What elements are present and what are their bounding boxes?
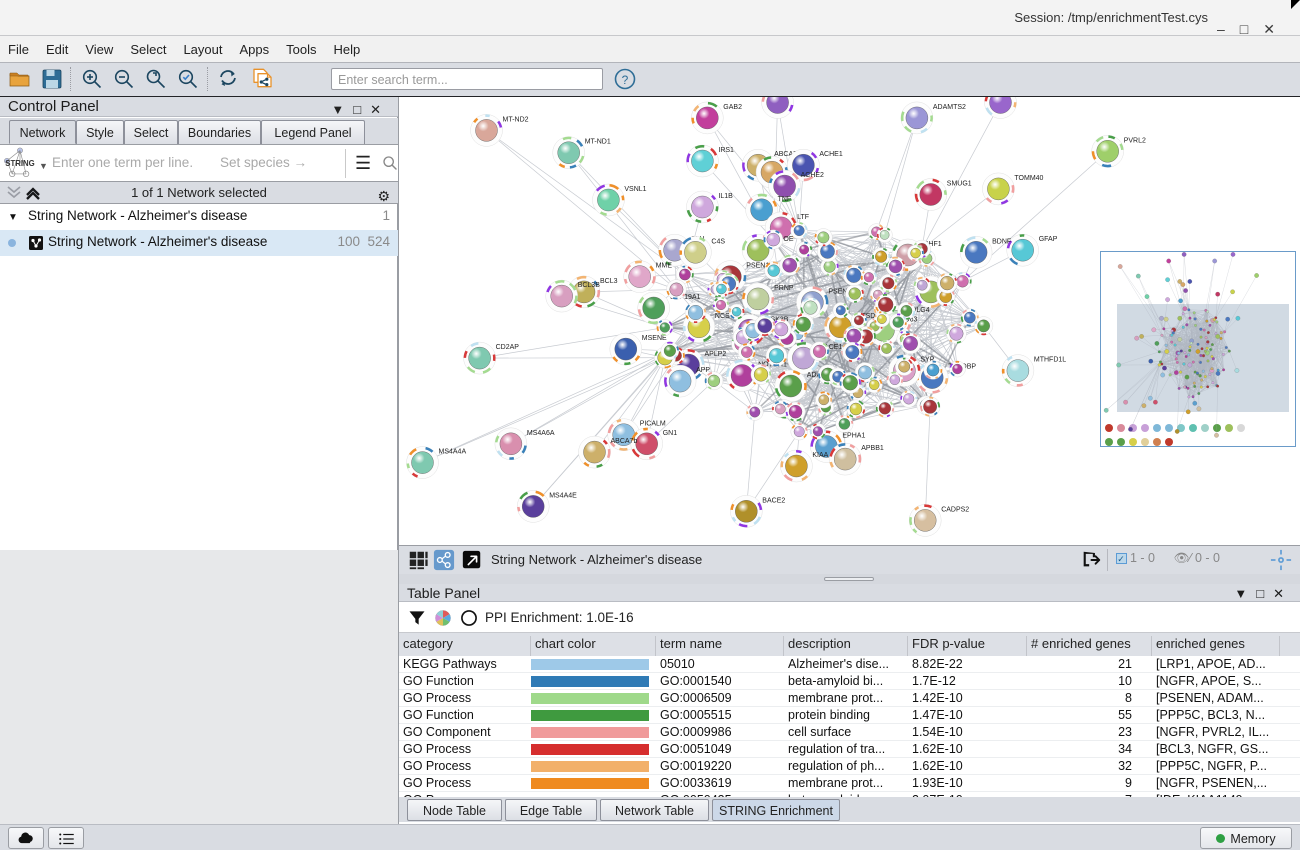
svg-text:VSNL1: VSNL1 [624, 186, 646, 193]
svg-text:CD2AP: CD2AP [496, 344, 520, 351]
svg-text:?: ? [622, 73, 629, 87]
svg-text:TNF: TNF [778, 196, 792, 203]
svg-text:EPHA1: EPHA1 [842, 433, 865, 440]
svg-text:KIAA: KIAA [812, 452, 828, 459]
svg-text:PRNP: PRNP [774, 285, 794, 292]
svg-text:GN1: GN1 [663, 430, 678, 437]
svg-text:MT-ND1: MT-ND1 [585, 139, 611, 146]
svg-text:PICALM: PICALM [640, 421, 666, 428]
svg-text:APLP2: APLP2 [705, 351, 727, 358]
svg-text:APBB1: APBB1 [861, 445, 884, 452]
svg-text:GAB2: GAB2 [723, 104, 742, 111]
svg-text:MS4A6A: MS4A6A [527, 430, 555, 437]
svg-text:MME: MME [656, 263, 673, 270]
svg-text:PVRL2: PVRL2 [1124, 137, 1146, 144]
svg-text:BACE2: BACE2 [762, 497, 785, 504]
svg-text:BCL3B: BCL3B [578, 282, 601, 289]
svg-text:APP: APP [696, 367, 710, 374]
svg-text:C4S: C4S [711, 238, 725, 245]
svg-text:LTF: LTF [797, 214, 809, 221]
svg-text:MS4A4A: MS4A4A [439, 449, 467, 456]
svg-text:STRING: STRING [5, 159, 34, 168]
svg-text:IL1B: IL1B [718, 193, 733, 200]
svg-text:SMUG1: SMUG1 [947, 181, 972, 188]
svg-text:ACHE1: ACHE1 [819, 151, 842, 158]
svg-text:ACHE2: ACHE2 [801, 172, 824, 179]
svg-text:IRS1: IRS1 [718, 147, 734, 154]
svg-text:GFAP: GFAP [1039, 236, 1058, 243]
svg-text:CADPS2: CADPS2 [941, 506, 969, 513]
svg-text:MTHFD1L: MTHFD1L [1034, 357, 1066, 364]
svg-text:BDNF: BDNF [992, 238, 1011, 245]
svg-text:TOMM40: TOMM40 [1014, 175, 1043, 182]
svg-text:MT-ND2: MT-ND2 [503, 116, 529, 123]
svg-text:ADAMTS2: ADAMTS2 [933, 104, 966, 111]
svg-text:ABCA7b: ABCA7b [611, 438, 638, 445]
svg-text:MS4A4E: MS4A4E [549, 492, 577, 499]
svg-text:BCL3: BCL3 [600, 278, 618, 285]
svg-text:MSENE: MSENE [642, 335, 667, 342]
